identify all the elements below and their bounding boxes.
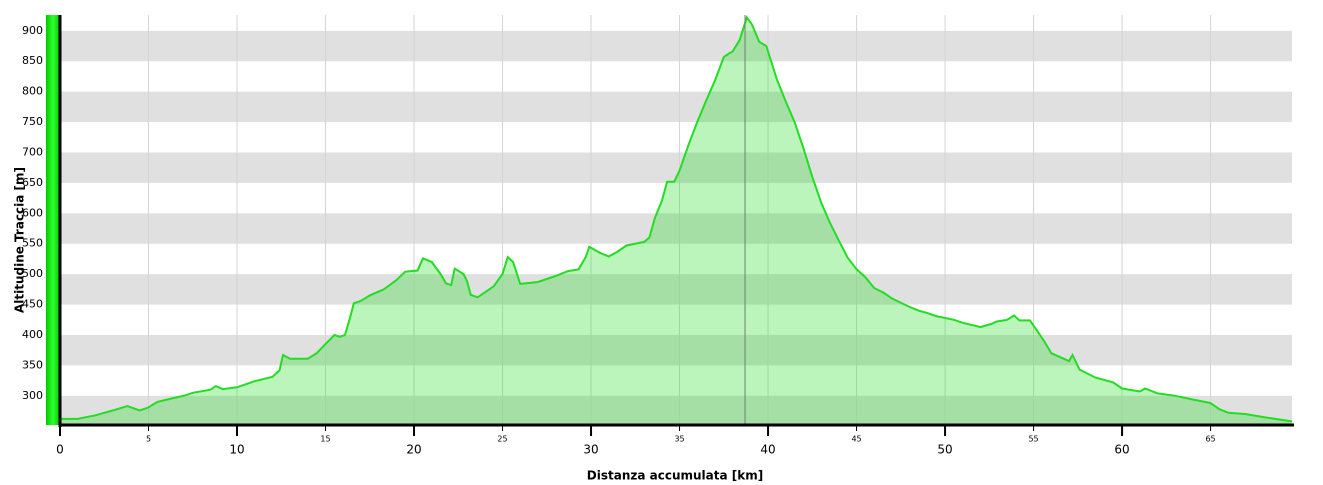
grid-band bbox=[60, 213, 1292, 244]
x-tick-label: 35 bbox=[674, 435, 684, 444]
x-tick-label: 5 bbox=[146, 435, 151, 444]
y-tick-label: 550 bbox=[22, 237, 43, 250]
y-tick-label: 900 bbox=[22, 24, 43, 37]
x-tick-label: 0 bbox=[56, 443, 64, 457]
x-tick-label: 20 bbox=[406, 443, 421, 457]
area-fill bbox=[60, 17, 1292, 426]
grid-band bbox=[60, 30, 1292, 62]
y-tick-label: 300 bbox=[22, 389, 43, 402]
x-tick-label: 55 bbox=[1028, 435, 1038, 444]
grid-band bbox=[60, 274, 1292, 305]
x-tick-label: 40 bbox=[760, 443, 775, 457]
x-tick-label: 10 bbox=[229, 443, 244, 457]
x-tick-label: 45 bbox=[851, 435, 861, 444]
y-axis-bar bbox=[46, 15, 60, 425]
x-tick-label: 50 bbox=[937, 443, 952, 457]
y-axis-label: Altitudine Traccia [m] bbox=[13, 167, 27, 313]
y-tick-label: 400 bbox=[22, 328, 43, 341]
x-tick-label: 30 bbox=[583, 443, 598, 457]
y-tick-label: 600 bbox=[22, 206, 43, 219]
x-axis-label: Distanza accumulata [km] bbox=[587, 469, 763, 483]
y-tick-label: 350 bbox=[22, 358, 43, 371]
y-tick-label: 750 bbox=[22, 115, 43, 128]
x-tick-label: 15 bbox=[320, 435, 330, 444]
x-tick-label: 60 bbox=[1114, 443, 1129, 457]
profile-line bbox=[60, 15, 1293, 423]
y-tick-label: 800 bbox=[22, 85, 43, 98]
grid-band bbox=[60, 334, 1292, 366]
y-tick-label: 650 bbox=[22, 176, 43, 189]
grid-band bbox=[60, 395, 1292, 425]
y-tick-label: 450 bbox=[22, 298, 43, 311]
grid-band bbox=[60, 91, 1292, 123]
y-tick-label: 850 bbox=[22, 54, 43, 67]
x-tick-label: 65 bbox=[1205, 435, 1215, 444]
y-tick-label: 700 bbox=[22, 145, 43, 158]
x-tick-label: 25 bbox=[497, 435, 507, 444]
y-tick-label: 500 bbox=[22, 267, 43, 280]
